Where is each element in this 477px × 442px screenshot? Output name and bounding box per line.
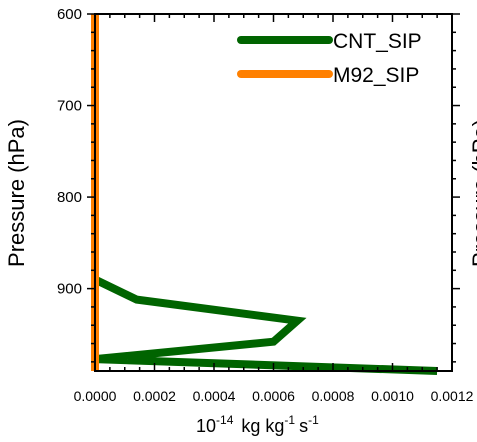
- tick-labels: 0.0000 0.0002 0.0004 0.0006 0.0008 0.0010 0.00…: [57, 6, 474, 404]
- x-tick-label: 0.0008: [312, 388, 355, 404]
- y-tick-label: 800: [57, 189, 82, 206]
- x-label-units: kg kg: [241, 416, 284, 436]
- legend: CNT_SIP M92_SIP: [237, 30, 422, 87]
- x-label-base: 10: [196, 416, 216, 436]
- x-label-units-s: s: [299, 416, 308, 436]
- y-tick-label: 600: [57, 6, 82, 23]
- y-axis-title-right: Pressure (hPa): [468, 119, 477, 267]
- x-tick-label: 0.0012: [431, 388, 474, 404]
- x-tick-label: 0.0010: [371, 388, 414, 404]
- x-axis-title: 10-14 kg kg-1 s-1: [196, 413, 319, 436]
- y-axis-label-right: Pressure (hPa): [468, 119, 477, 267]
- y-axis-label: Pressure (hPa): [4, 119, 29, 267]
- y-tick-label: 700: [57, 98, 82, 115]
- y-tick-label: 900: [57, 281, 82, 298]
- legend-label-cnt-sip: CNT_SIP: [333, 30, 422, 53]
- x-axis-label: 10-14 kg kg-1 s-1: [196, 413, 319, 436]
- x-tick-label: 0.0000: [74, 388, 117, 404]
- legend-label-m92-sip: M92_SIP: [333, 64, 419, 87]
- x-label-exponent: -14: [216, 413, 234, 427]
- x-label-units-exp2: -1: [308, 413, 319, 427]
- y-axis-title: Pressure (hPa): [4, 119, 29, 267]
- x-tick-label: 0.0004: [193, 388, 236, 404]
- ticks: [87, 13, 460, 371]
- x-tick-label: 0.0002: [133, 388, 176, 404]
- x-label-units-exp1: -1: [284, 413, 295, 427]
- x-tick-label: 0.0006: [252, 388, 295, 404]
